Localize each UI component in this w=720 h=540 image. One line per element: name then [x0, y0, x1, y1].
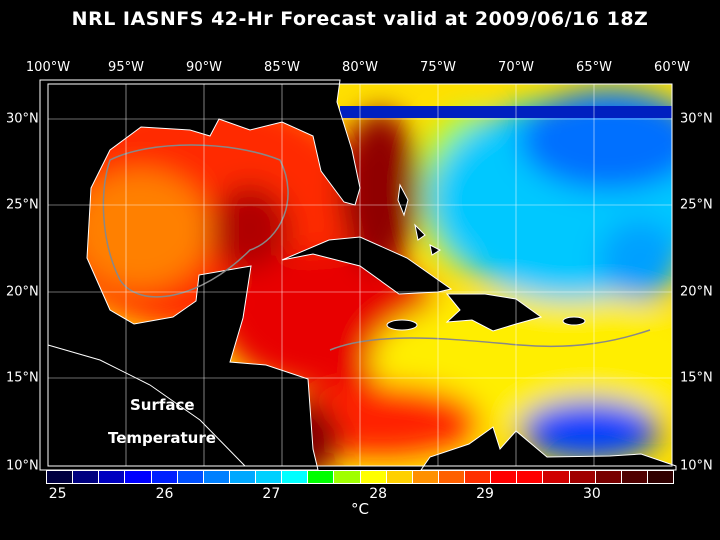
colorbar-tick-label: 30 — [582, 486, 601, 502]
colorbar-swatch — [360, 471, 386, 483]
bathymetry-contours — [102, 144, 651, 351]
colorbar-swatch — [282, 471, 308, 483]
colorbar-swatch — [125, 471, 151, 483]
colorbar-swatch — [595, 471, 621, 483]
lon-label: 70°W — [498, 60, 534, 75]
colorbar-swatch — [73, 471, 99, 483]
colorbar-swatch — [256, 471, 282, 483]
colorbar-swatch — [543, 471, 569, 483]
lat-label: 10°N — [6, 458, 39, 474]
lat-label: 10°N — [680, 458, 713, 474]
bahamas — [397, 183, 442, 256]
colorbar-swatch — [151, 471, 177, 483]
map-title: NRL IASNFS 42-Hr Forecast valid at 2009/… — [71, 8, 649, 30]
colorbar-swatch — [647, 471, 673, 483]
north-america-land — [39, 79, 361, 471]
overlay-label-temperature: Temperature — [108, 429, 216, 447]
colorbar-tick-label: 28 — [369, 486, 388, 502]
lon-label: 60°W — [654, 60, 690, 75]
colorbar-swatch — [412, 471, 438, 483]
colorbar-swatch — [438, 471, 464, 483]
land — [39, 79, 677, 471]
colorbar-swatch — [229, 471, 255, 483]
lon-label: 65°W — [576, 60, 612, 75]
pacific-coastline — [47, 344, 246, 467]
lon-label: 85°W — [264, 60, 300, 75]
cuba — [281, 236, 453, 295]
lat-label: 30°N — [6, 111, 39, 127]
colorbar-swatch — [47, 471, 73, 483]
colorbar-swatch — [491, 471, 517, 483]
colorbar-swatch — [99, 471, 125, 483]
puerto-rico — [562, 316, 586, 326]
colorbar-swatch — [569, 471, 595, 483]
colorbar-swatch — [177, 471, 203, 483]
lon-label: 90°W — [186, 60, 222, 75]
lon-label: 95°W — [108, 60, 144, 75]
colorbar-tick-label: 25 — [48, 486, 67, 502]
lat-label: 20°N — [6, 284, 39, 300]
south-america-land — [420, 426, 677, 471]
lon-label: 80°W — [342, 60, 378, 75]
colorbar-swatch — [386, 471, 412, 483]
colorbar-swatch — [203, 471, 229, 483]
colorbar-swatch — [517, 471, 543, 483]
colorbar-swatch — [334, 471, 360, 483]
lat-label: 15°N — [680, 370, 713, 386]
colorbar-swatch — [465, 471, 491, 483]
lon-label: 100°W — [25, 60, 71, 75]
lon-label: 75°W — [420, 60, 456, 75]
colorbar-swatch — [621, 471, 647, 483]
colorbar — [46, 470, 674, 484]
colorbar-tick-label: 26 — [155, 486, 174, 502]
graticule — [48, 84, 672, 466]
lat-label: 20°N — [680, 284, 713, 300]
colorbar-tick-label: 27 — [262, 486, 281, 502]
lat-label: 25°N — [680, 197, 713, 213]
lat-label: 25°N — [6, 197, 39, 213]
lat-label: 15°N — [6, 370, 39, 386]
jamaica — [386, 319, 418, 331]
overlay-label-surface: Surface — [130, 396, 195, 414]
colorbar-tick-label: 29 — [476, 486, 494, 502]
map-frame — [47, 83, 673, 467]
colorbar-unit: °C — [351, 500, 369, 518]
lat-label: 30°N — [680, 111, 713, 127]
hispaniola — [445, 293, 543, 332]
colorbar-swatch — [308, 471, 334, 483]
